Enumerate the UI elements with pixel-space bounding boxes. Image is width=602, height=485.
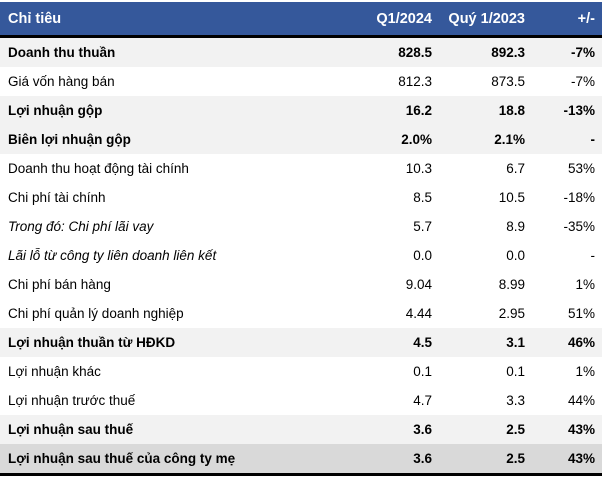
cell-q1-2024: 4.7: [413, 393, 432, 408]
cell-change: 53%: [567, 161, 595, 176]
row-label: Trong đó: Chi phí lãi vay: [8, 219, 154, 234]
column-header-chi-tieu: Chỉ tiêu: [8, 10, 62, 27]
cell-change: 1%: [575, 277, 595, 292]
row-label: Biên lợi nhuận gộp: [8, 132, 131, 147]
cell-q1-2024: 2.0%: [401, 132, 432, 147]
cell-change: 43%: [567, 451, 595, 466]
cell-q1-2023: 18.8: [498, 103, 525, 118]
cell-q1-2024: 0.0: [413, 248, 432, 263]
cell-q1-2023: 10.5: [498, 190, 525, 205]
cell-change: 51%: [567, 306, 595, 321]
table-row-loi-nhuan-sau-thue: Lợi nhuận sau thuế 3.6 2.5 43%: [0, 415, 602, 444]
cell-q1-2023: 0.0: [506, 248, 525, 263]
cell-q1-2023: 2.5: [506, 451, 525, 466]
table-row-loi-nhuan-sau-thue-cong-ty-me: Lợi nhuận sau thuế của công ty mẹ 3.6 2.…: [0, 444, 602, 473]
cell-change: -: [590, 248, 596, 263]
column-header-change: +/-: [577, 10, 595, 27]
cell-q1-2024: 16.2: [405, 103, 432, 118]
table-row-chi-phi-ban-hang: Chi phí bán hàng 9.04 8.99 1%: [0, 270, 602, 299]
cell-q1-2023: 2.5: [506, 422, 525, 437]
cell-q1-2024: 0.1: [413, 364, 432, 379]
cell-q1-2024: 8.5: [413, 190, 432, 205]
table-row-loi-nhuan-thuan-hdkd: Lợi nhuận thuần từ HĐKD 4.5 3.1 46%: [0, 328, 602, 357]
cell-change: -13%: [563, 103, 595, 118]
cell-q1-2023: 2.1%: [494, 132, 525, 147]
table-row-doanh-thu-tai-chinh: Doanh thu hoạt động tài chính 10.3 6.7 5…: [0, 154, 602, 183]
row-label: Doanh thu hoạt động tài chính: [8, 161, 189, 176]
cell-q1-2023: 3.3: [506, 393, 525, 408]
cell-q1-2024: 4.44: [405, 306, 432, 321]
table-row-loi-nhuan-gop: Lợi nhuận gộp 16.2 18.8 -13%: [0, 96, 602, 125]
cell-q1-2023: 2.95: [498, 306, 525, 321]
cell-q1-2024: 828.5: [398, 45, 432, 60]
cell-change: -7%: [570, 74, 595, 89]
cell-q1-2023: 892.3: [491, 45, 525, 60]
cell-q1-2023: 873.5: [491, 74, 525, 89]
row-label: Lợi nhuận sau thuế của công ty mẹ: [8, 451, 236, 466]
table-row-chi-phi-tai-chinh: Chi phí tài chính 8.5 10.5 -18%: [0, 183, 602, 212]
table-row-loi-nhuan-khac: Lợi nhuận khác 0.1 0.1 1%: [0, 357, 602, 386]
row-label: Lợi nhuận trước thuế: [8, 393, 136, 408]
table-row-chi-phi-quan-ly: Chi phí quản lý doanh nghiệp 4.44 2.95 5…: [0, 299, 602, 328]
cell-q1-2024: 5.7: [413, 219, 432, 234]
cell-q1-2024: 3.6: [413, 451, 432, 466]
table-row-loi-nhuan-truoc-thue: Lợi nhuận trước thuế 4.7 3.3 44%: [0, 386, 602, 415]
cell-q1-2024: 9.04: [405, 277, 432, 292]
column-header-q1-2023: Quý 1/2023: [448, 10, 525, 27]
table-row-chi-phi-lai-vay: Trong đó: Chi phí lãi vay 5.7 8.9 -35%: [0, 212, 602, 241]
cell-q1-2023: 3.1: [506, 335, 525, 350]
row-label: Lợi nhuận thuần từ HĐKD: [8, 335, 176, 350]
table-row-gia-von-hang-ban: Giá vốn hàng bán 812.3 873.5 -7%: [0, 67, 602, 96]
row-label: Doanh thu thuần: [8, 45, 116, 60]
cell-q1-2024: 4.5: [413, 335, 432, 350]
row-label: Chi phí tài chính: [8, 190, 106, 205]
table-header-row: Chỉ tiêu Q1/2024 Quý 1/2023 +/-: [0, 2, 602, 38]
cell-change: 43%: [567, 422, 595, 437]
row-label: Lợi nhuận sau thuế: [8, 422, 134, 437]
column-header-q1-2024: Q1/2024: [376, 10, 432, 27]
row-label: Lợi nhuận khác: [8, 364, 101, 379]
row-label: Lợi nhuận gộp: [8, 103, 103, 118]
cell-q1-2024: 3.6: [413, 422, 432, 437]
income-statement-table: Chỉ tiêu Q1/2024 Quý 1/2023 +/- Doanh th…: [0, 2, 602, 476]
cell-q1-2024: 10.3: [405, 161, 432, 176]
cell-change: -18%: [563, 190, 595, 205]
table-row-doanh-thu-thuan: Doanh thu thuần 828.5 892.3 -7%: [0, 38, 602, 67]
table-row-bien-loi-nhuan-gop: Biên lợi nhuận gộp 2.0% 2.1% -: [0, 125, 602, 154]
cell-q1-2023: 8.99: [498, 277, 525, 292]
row-label: Giá vốn hàng bán: [8, 74, 115, 89]
cell-q1-2023: 8.9: [506, 219, 525, 234]
cell-change: 44%: [567, 393, 595, 408]
cell-change: 46%: [567, 335, 595, 350]
row-label: Lãi lỗ từ công ty liên doanh liên kết: [8, 248, 217, 263]
cell-change: -: [590, 132, 596, 147]
row-label: Chi phí bán hàng: [8, 277, 111, 292]
cell-change: 1%: [575, 364, 595, 379]
cell-change: -35%: [563, 219, 595, 234]
cell-q1-2023: 6.7: [506, 161, 525, 176]
cell-change: -7%: [570, 45, 595, 60]
cell-q1-2024: 812.3: [398, 74, 432, 89]
table-row-lai-lo-lien-doanh: Lãi lỗ từ công ty liên doanh liên kết 0.…: [0, 241, 602, 270]
cell-q1-2023: 0.1: [506, 364, 525, 379]
row-label: Chi phí quản lý doanh nghiệp: [8, 306, 184, 321]
